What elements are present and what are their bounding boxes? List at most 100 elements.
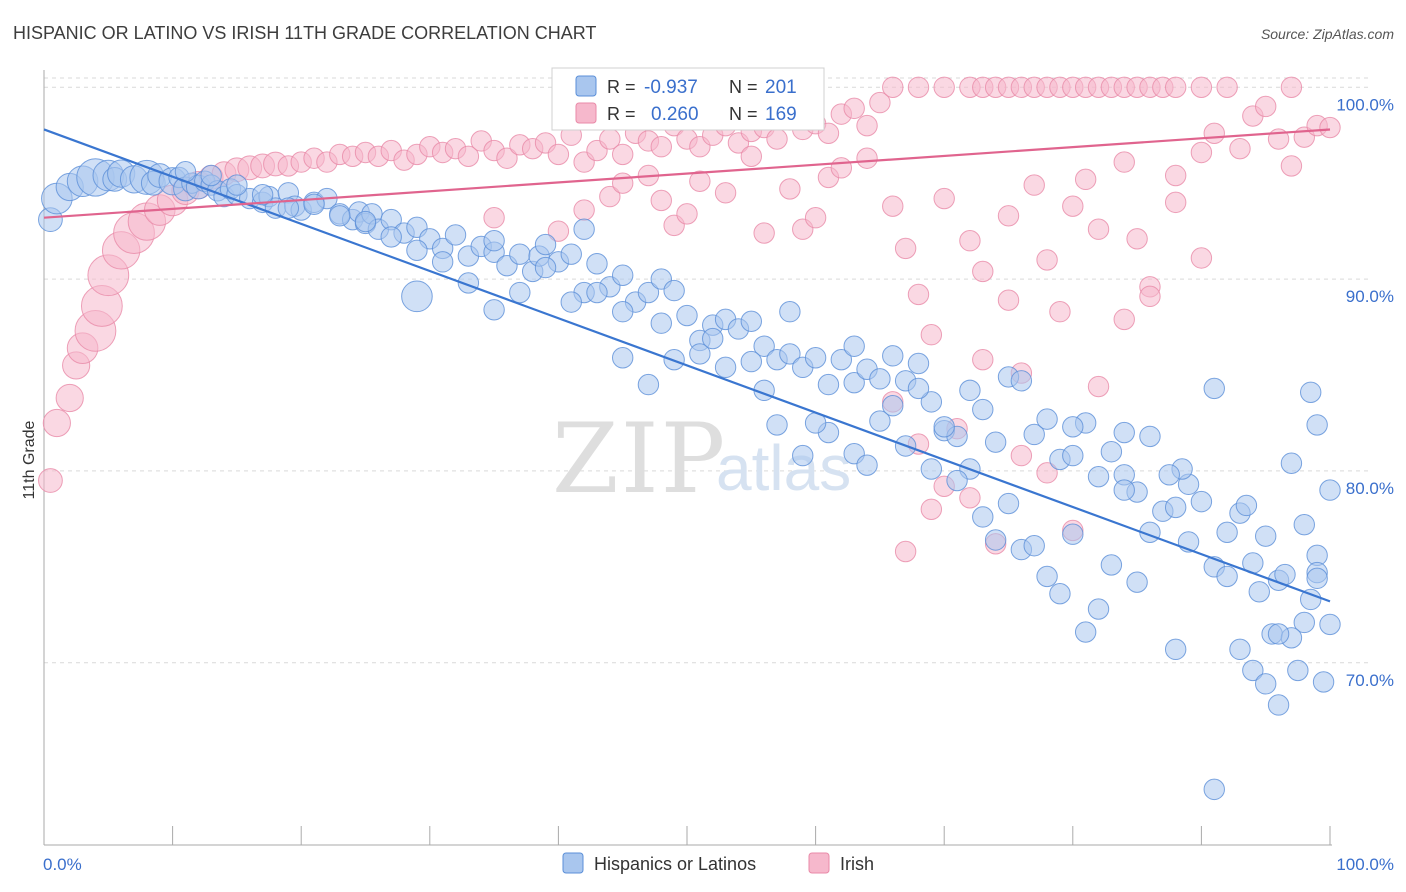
watermark: ZIP atlas: [552, 403, 851, 515]
y-tick-labels: 70.0% 80.0% 90.0% 100.0%: [1336, 95, 1394, 689]
irish-point: [599, 185, 621, 208]
hispanics-point: [1049, 583, 1071, 605]
irish-point: [1126, 228, 1148, 250]
hispanics-point: [1036, 565, 1058, 588]
hispanics-point: [483, 230, 505, 252]
hispanics-point: [1164, 496, 1187, 519]
hispanics-point: [779, 343, 801, 365]
hispanics-point: [637, 373, 660, 396]
irish-point: [1319, 116, 1341, 139]
hispanics-point: [702, 327, 724, 350]
legend-n-value-2: 169: [765, 104, 797, 125]
hispanics-point: [843, 371, 865, 394]
irish-point: [1164, 164, 1187, 187]
hispanics-point: [740, 350, 762, 373]
trendlines: [43, 128, 1331, 603]
trendline-irish: [43, 128, 1331, 219]
irish-point: [650, 136, 672, 158]
irish-point: [972, 348, 994, 371]
irish-point: [1087, 218, 1110, 240]
hispanics-point: [1113, 421, 1135, 444]
irish-point: [997, 205, 1020, 227]
hispanics-point: [920, 391, 943, 413]
watermark-atlas: atlas: [716, 432, 851, 504]
hispanics-point: [1036, 408, 1058, 430]
y-tick-label: 70.0%: [1346, 671, 1394, 690]
irish-point: [1139, 285, 1161, 308]
legend-r-label-1: R =: [607, 77, 636, 97]
irish-point: [1074, 168, 1097, 191]
hispanics-point: [1087, 598, 1110, 620]
y-tick-label: 80.0%: [1346, 479, 1394, 498]
chart-title: HISPANIC OR LATINO VS IRISH 11TH GRADE C…: [13, 23, 596, 43]
hispanics-point: [509, 281, 531, 304]
irish-point: [894, 237, 917, 260]
hispanics-point: [1023, 423, 1045, 446]
irish-point: [1010, 444, 1033, 467]
hispanics-point: [1139, 425, 1161, 448]
irish-point: [766, 128, 788, 150]
hispanics-point: [612, 301, 634, 323]
irish-point: [612, 172, 634, 194]
irish-point: [1229, 137, 1251, 160]
irish-point: [856, 114, 878, 137]
hispanics-point: [406, 239, 428, 262]
irish-point: [920, 324, 943, 346]
legend-r-label-2: R =: [607, 104, 636, 124]
legend-n-value-1: 201: [765, 77, 797, 98]
hispanics-point: [869, 410, 891, 432]
hispanics-point: [612, 347, 634, 369]
hispanics-point: [843, 335, 865, 357]
hispanics-point: [1062, 523, 1084, 545]
hispanics-point: [1087, 465, 1110, 488]
irish-point: [1049, 301, 1071, 323]
hispanics-point: [1216, 565, 1238, 588]
hispanics-point: [1203, 377, 1225, 400]
hispanics-point: [972, 398, 994, 421]
hispanics-point: [1300, 588, 1322, 611]
hispanics-point: [1074, 621, 1097, 643]
irish-point: [1203, 122, 1225, 145]
hispanics-point: [1216, 521, 1238, 544]
irish-point: [1190, 141, 1213, 164]
hispanics-point: [650, 312, 672, 334]
hispanics-point: [946, 469, 968, 492]
hispanics-point: [714, 356, 737, 379]
hispanics-point: [1164, 638, 1187, 661]
bottom-legend-label-hispanics: Hispanics or Latinos: [594, 854, 756, 874]
hispanics-point: [869, 368, 891, 390]
hispanics-point: [1255, 673, 1277, 695]
hispanics-point: [444, 224, 467, 246]
irish-point: [1113, 308, 1135, 331]
hispanics-point: [303, 193, 325, 215]
legend-swatch-irish: [575, 102, 597, 124]
x-tick-labels: 0.0% 100.0%: [43, 855, 1394, 874]
irish-point: [1087, 375, 1110, 398]
hispanics-point: [1312, 671, 1335, 693]
x-axis-ticks: [43, 826, 1331, 845]
irish-point: [1113, 151, 1135, 173]
hispanics-point: [1100, 554, 1123, 576]
hispanics-point: [779, 301, 801, 323]
irish-point: [1164, 191, 1187, 214]
hispanics-point: [1023, 535, 1045, 557]
irish-point: [882, 76, 904, 98]
irish-point: [1036, 249, 1058, 271]
hispanics-point: [1010, 370, 1033, 392]
irish-point: [843, 97, 865, 120]
irish-point: [1164, 76, 1187, 98]
hispanics-point: [753, 335, 775, 357]
irish-point: [882, 195, 904, 217]
irish-point: [740, 145, 762, 168]
hispanics-point: [984, 529, 1007, 551]
hispanics-point: [907, 377, 930, 400]
irish-point: [1036, 462, 1058, 484]
hispanics-point: [483, 299, 505, 321]
irish-point: [42, 408, 71, 438]
hispanics-point: [907, 352, 930, 375]
hispanics-point: [401, 280, 433, 313]
hispanics-point: [972, 506, 994, 528]
irish-point: [676, 203, 698, 225]
hispanics-point: [1319, 613, 1341, 636]
hispanics-point: [637, 281, 660, 304]
